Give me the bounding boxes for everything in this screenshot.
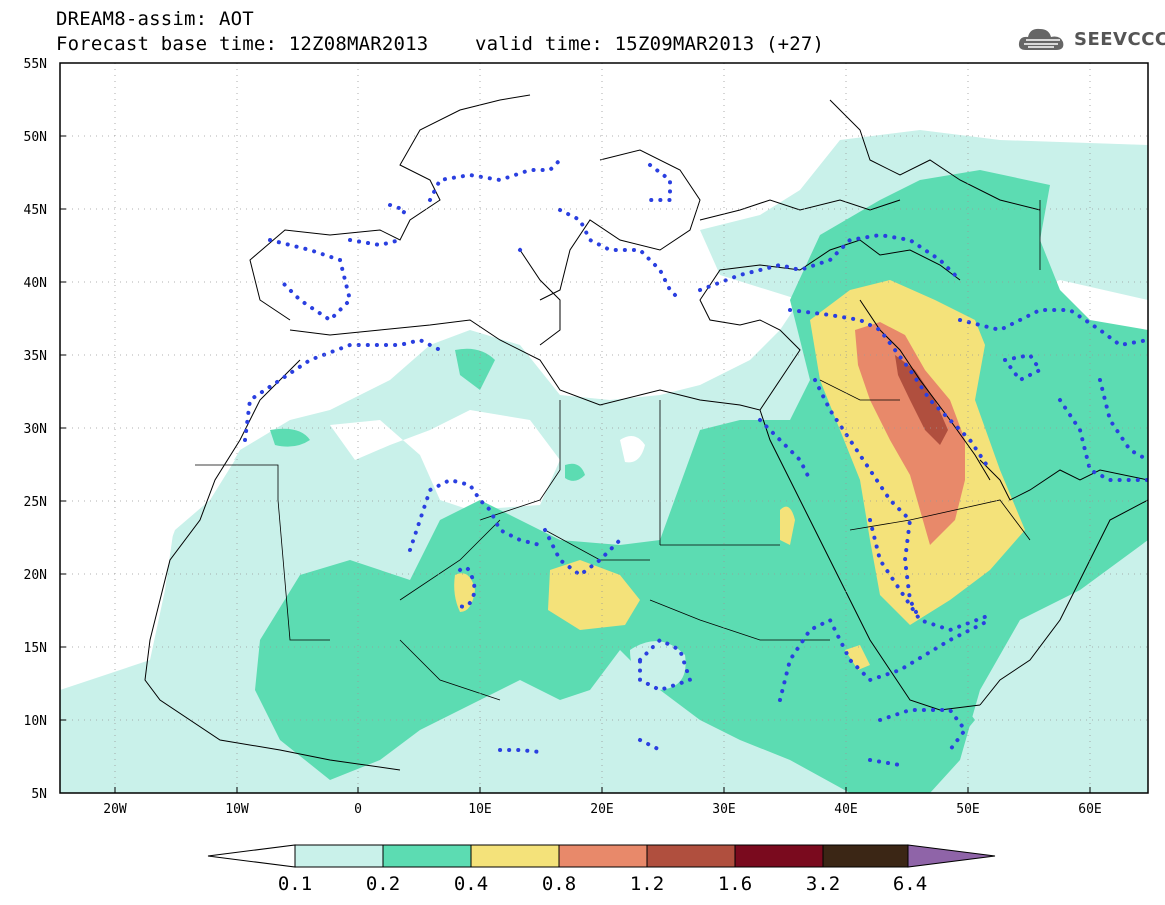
lon-label: 10E — [468, 802, 491, 817]
seevccc-logo: SEEVCCC — [1018, 22, 1165, 56]
dotted-contours — [243, 158, 1148, 767]
aot-0-2-region — [900, 690, 975, 750]
legend-swatch-0.4 — [470, 844, 560, 868]
lat-label: 35N — [24, 349, 47, 364]
lon-label: 20W — [103, 802, 127, 817]
aot-0-2-region — [455, 348, 495, 390]
aot-clear-area — [330, 410, 560, 510]
lon-label: 0 — [354, 802, 362, 817]
lat-label: 55N — [24, 57, 47, 72]
legend-swatch-1.2 — [646, 844, 736, 868]
coastlines — [144, 94, 1148, 771]
latitude-labels: 55N 50N 45N 40N 35N 30N 25N 20N 15N 10N … — [24, 57, 47, 802]
cloud-logo-icon — [1018, 28, 1064, 50]
lat-label: 10N — [24, 714, 47, 729]
aot-clear-area — [60, 460, 235, 570]
lat-label: 45N — [24, 203, 47, 218]
legend-label: 1.2 — [630, 873, 664, 895]
country-borders — [195, 200, 1041, 701]
legend-label: 1.6 — [718, 873, 752, 895]
legend-label: 3.2 — [806, 873, 840, 895]
aot-0-8-region — [855, 322, 965, 545]
map-title: DREAM8-assim: AOT — [56, 8, 254, 30]
legend-label: 6.4 — [893, 873, 927, 895]
aot-0-4-region — [548, 560, 640, 630]
legend-swatch-0.1 — [294, 844, 384, 868]
longitude-labels: 20W 10W 0 10E 20E 30E 40E 50E 60E — [103, 802, 1101, 817]
legend-swatch-lt-0.1 — [207, 844, 296, 868]
legend-label: 0.4 — [454, 873, 488, 895]
lon-label: 40E — [834, 802, 857, 817]
lat-label: 40N — [24, 276, 47, 291]
aot-0-2-region — [565, 463, 585, 481]
color-legend — [207, 844, 996, 868]
lat-label: 25N — [24, 495, 47, 510]
legend-swatch-3.2 — [822, 844, 909, 868]
aot-clear-area — [620, 436, 645, 463]
legend-swatch-1.6 — [734, 844, 824, 868]
forecast-time-info: Forecast base time: 12Z08MAR2013 valid t… — [56, 33, 825, 55]
legend-swatch-gt-6.4 — [907, 844, 996, 868]
lat-label: 30N — [24, 422, 47, 437]
lon-label: 20E — [590, 802, 613, 817]
axis-ticks — [60, 62, 1091, 794]
aot-0-4-region — [780, 506, 795, 545]
lat-label: 20N — [24, 568, 47, 583]
aot-0-1-region — [630, 641, 686, 690]
logo-text: SEEVCCC — [1074, 28, 1165, 50]
lon-label: 30E — [712, 802, 735, 817]
lon-label: 50E — [956, 802, 979, 817]
aot-0-4-region — [845, 645, 870, 670]
legend-label: 0.1 — [278, 873, 312, 895]
legend-swatch-0.8 — [558, 844, 648, 868]
legend-label: 0.2 — [366, 873, 400, 895]
legend-labels: 0.1 0.2 0.4 0.8 1.2 1.6 3.2 6.4 — [278, 873, 927, 895]
aot-1-2-region — [895, 355, 948, 445]
lat-label: 5N — [31, 787, 47, 802]
lon-label: 10W — [225, 802, 249, 817]
lat-label: 15N — [24, 641, 47, 656]
graticule — [60, 63, 1148, 793]
lat-label: 50N — [24, 130, 47, 145]
lon-label: 60E — [1078, 802, 1101, 817]
legend-label: 0.8 — [542, 873, 576, 895]
aot-fields — [60, 130, 1148, 793]
aot-0-2-region — [270, 428, 310, 447]
legend-swatch-0.2 — [382, 844, 472, 868]
